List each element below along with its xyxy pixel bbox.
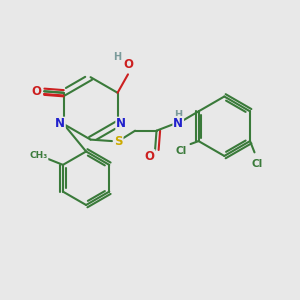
Text: S: S bbox=[114, 135, 123, 148]
Text: H: H bbox=[113, 52, 122, 61]
Text: O: O bbox=[124, 58, 134, 71]
Text: O: O bbox=[145, 150, 155, 163]
Text: Cl: Cl bbox=[252, 159, 263, 169]
Text: N: N bbox=[116, 118, 126, 130]
Text: O: O bbox=[31, 85, 41, 98]
Text: N: N bbox=[55, 118, 65, 130]
Text: CH₃: CH₃ bbox=[29, 151, 48, 160]
Text: Cl: Cl bbox=[176, 146, 187, 156]
Text: N: N bbox=[173, 117, 183, 130]
Text: H: H bbox=[174, 110, 182, 120]
